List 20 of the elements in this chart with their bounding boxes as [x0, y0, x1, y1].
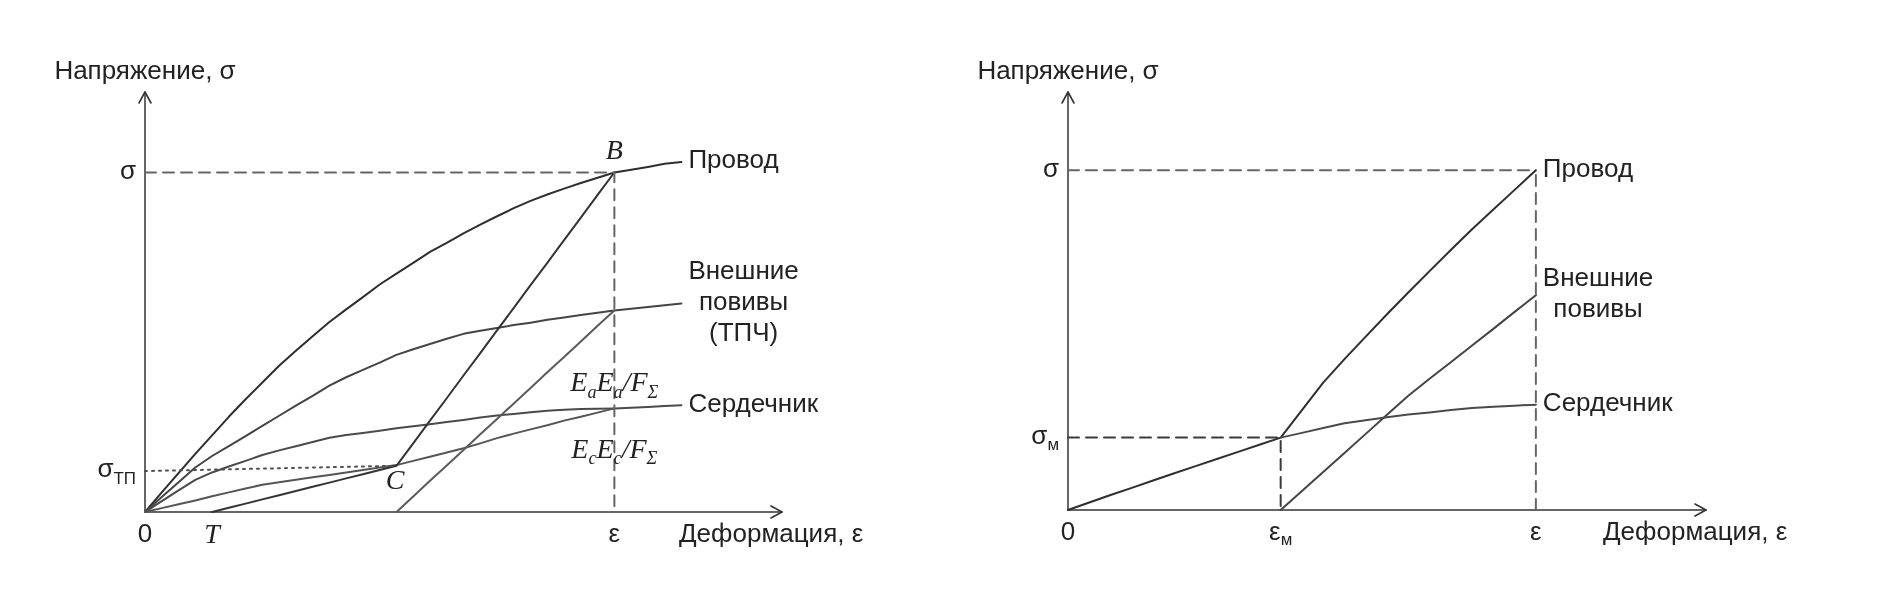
annotation: B — [605, 134, 623, 166]
annotation: C — [385, 463, 405, 495]
series-label: Сердечник — [1542, 387, 1674, 418]
x-axis-title: Деформация, ε — [1603, 516, 1788, 546]
series-label: Внешние повивы — [1542, 262, 1654, 324]
x-tick-label: ε — [608, 518, 621, 549]
series-label: Провод — [688, 144, 779, 175]
series-label: Сердечник — [688, 387, 819, 418]
x-tick-label: T — [204, 518, 220, 550]
y-axis-title: Напряжение, σ — [977, 54, 1159, 85]
x-axis-title: Деформация, ε — [679, 518, 864, 548]
series-label: Внешние повивы (ТПЧ) — [688, 254, 799, 347]
x-tick-label: ε$_{м}$ — [1269, 516, 1293, 550]
x-tick-label: 0 — [137, 518, 153, 549]
x-tick-label: 0 — [1060, 516, 1076, 547]
y-axis-title: Напряжение, σ — [54, 54, 236, 85]
annotation: σ — [1042, 152, 1059, 183]
annotation: σ — [119, 154, 136, 185]
x-tick-label: ε — [1530, 516, 1542, 547]
series-label: Провод — [1542, 152, 1634, 183]
